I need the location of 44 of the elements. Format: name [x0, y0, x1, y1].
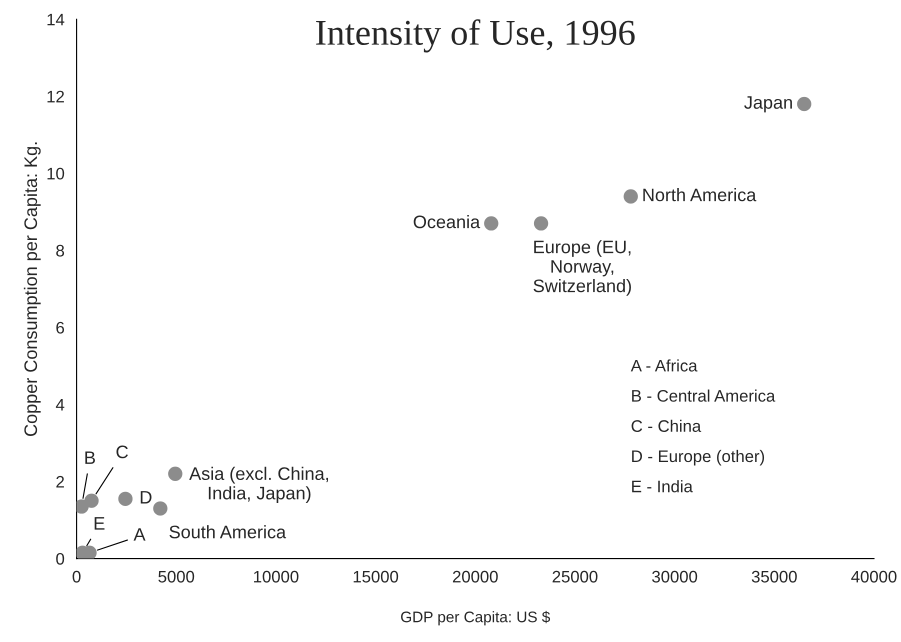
y-tick-label: 6: [56, 322, 64, 334]
annotation: B: [85, 451, 95, 464]
annotation: Europe (EU, Norway, Switzerland): [534, 240, 631, 296]
annotation: Asia (excl. China, India, Japan): [189, 466, 328, 504]
y-tick-label: 14: [48, 14, 64, 26]
point: [624, 189, 638, 204]
x-axis-title: GDP per Capita: US $: [401, 610, 550, 626]
x-tick-label: 20000: [452, 570, 498, 583]
x-tick-label: 0: [72, 570, 81, 583]
x-tick-label: 5000: [158, 570, 194, 583]
x-tick-label: 35000: [752, 570, 797, 583]
annotation: Japan: [744, 96, 792, 112]
y-axis-title: Copper Consumption per Capita: Kg.: [24, 142, 41, 436]
point: [84, 494, 99, 508]
x-tick-label: 10000: [254, 570, 298, 583]
annotation: C - China: [632, 420, 702, 432]
annotation: D: [140, 491, 152, 504]
annotation: E - India: [632, 480, 693, 492]
point: [168, 466, 182, 481]
annotation: A - Africa: [630, 359, 698, 372]
annotation: C: [116, 446, 128, 458]
x-tick-label: 30000: [652, 570, 698, 583]
y-tick-label: 2: [56, 476, 64, 488]
point: [484, 216, 498, 231]
annotation: A: [134, 528, 146, 541]
annotation: North America: [643, 188, 756, 202]
annotation: B - Central America: [632, 390, 776, 402]
annotation: E: [94, 517, 104, 530]
y-tick-label: 8: [56, 244, 64, 257]
point: [118, 492, 133, 506]
x-tick-label: 25000: [552, 570, 598, 583]
y-tick-label: 12: [48, 90, 64, 102]
y-tick-label: 0: [56, 552, 64, 565]
annotation: South America: [169, 525, 286, 538]
y-tick-label: 4: [56, 399, 64, 410]
point: [153, 501, 168, 516]
point: [797, 96, 812, 112]
annotation: Oceania: [414, 215, 480, 228]
chart-title: Intensity of Use, 1996: [316, 19, 635, 52]
x-tick-label: 40000: [851, 570, 896, 583]
annotation: D - Europe (other): [632, 450, 764, 466]
x-tick-label: 15000: [354, 570, 398, 583]
y-tick-label: 10: [48, 168, 64, 180]
point: [534, 216, 548, 231]
